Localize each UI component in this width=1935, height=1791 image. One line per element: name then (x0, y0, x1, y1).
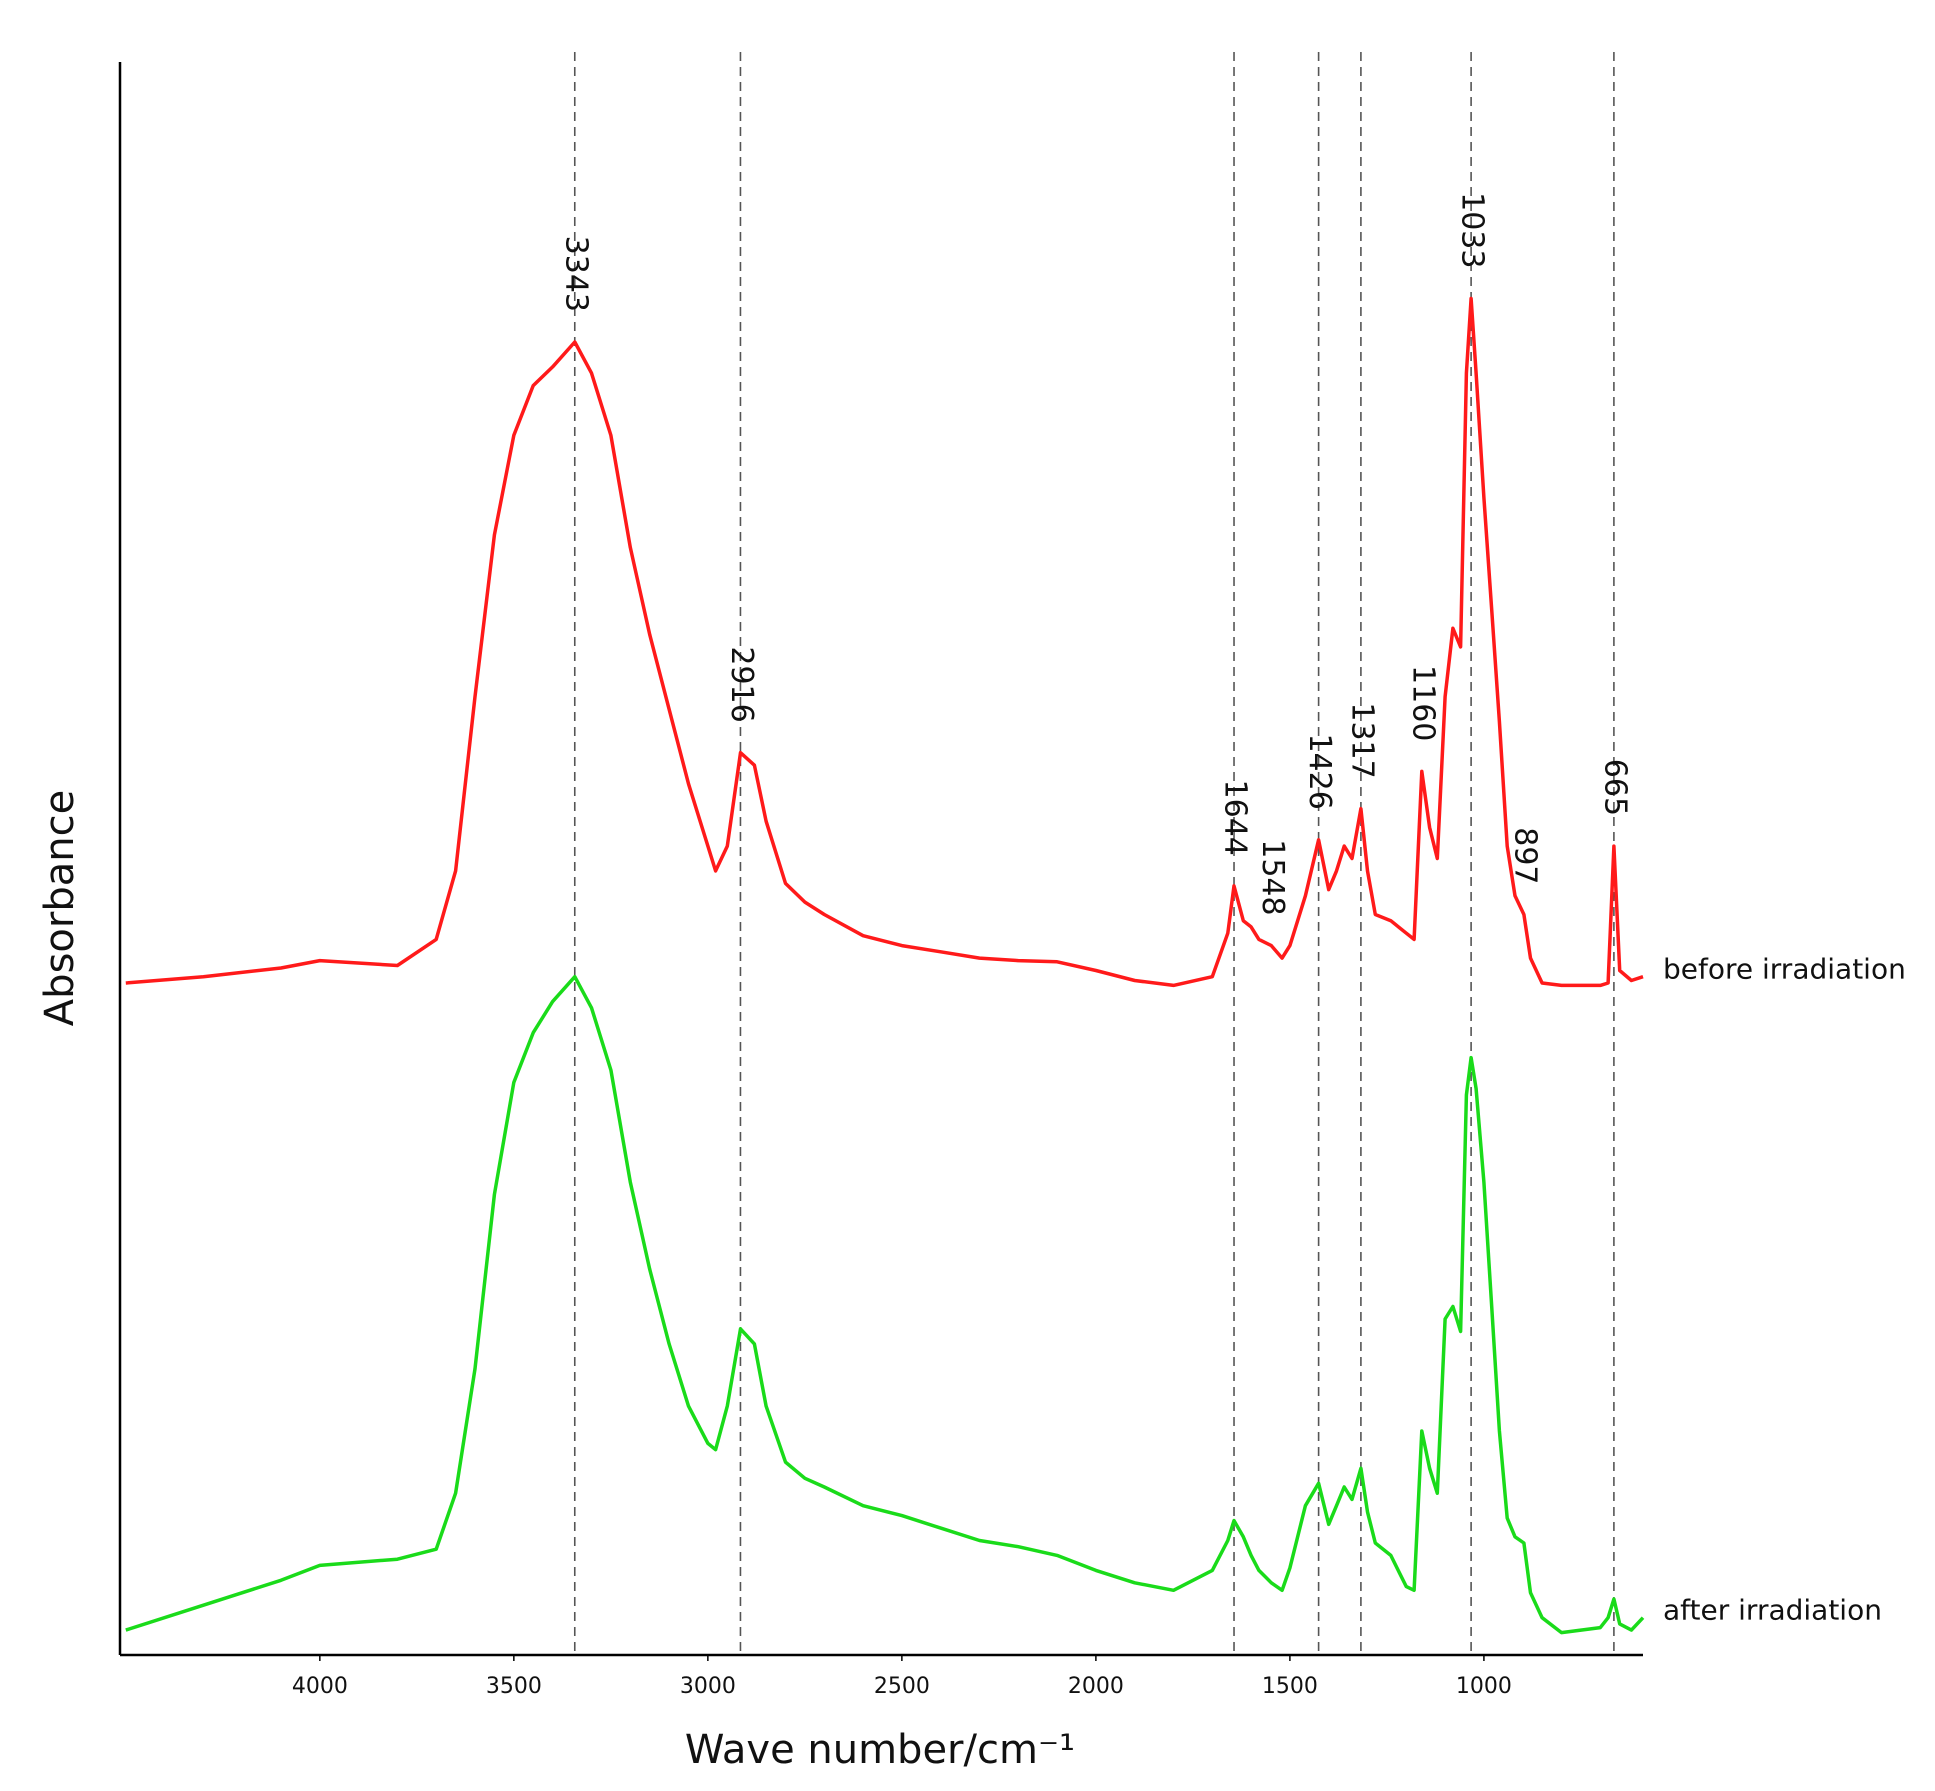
spectrum-line (125, 296, 1644, 988)
x-tick-label: 1000 (1456, 1674, 1512, 1699)
series-label: after irradiation (1663, 1594, 1882, 1627)
peak-label: 1548 (1255, 839, 1290, 915)
peak-label: 3343 (558, 236, 593, 312)
y-axis-title: Absorbance (37, 790, 83, 1026)
peak-label: 1160 (1405, 665, 1440, 741)
peak-label: 1426 (1302, 733, 1337, 809)
x-tick-label: 3000 (680, 1674, 736, 1699)
peak-label: 665 (1597, 759, 1632, 816)
x-tick-label: 2000 (1068, 1674, 1124, 1699)
peak-label: 897 (1507, 827, 1542, 884)
spectrum-line (125, 974, 1645, 1635)
x-tick-label: 2500 (874, 1674, 930, 1699)
x-axis-title: Wave number/cm⁻¹ (685, 1727, 1075, 1773)
peak-label: 1317 (1344, 702, 1379, 778)
peak-label: 1644 (1218, 780, 1253, 856)
peak-label: 2916 (724, 646, 759, 722)
peak-label: 1033 (1455, 192, 1490, 268)
x-tick-label: 3500 (486, 1674, 542, 1699)
x-tick-label: 1500 (1262, 1674, 1318, 1699)
series-label: before irradiation (1663, 953, 1906, 986)
x-tick-label: 4000 (292, 1674, 348, 1699)
